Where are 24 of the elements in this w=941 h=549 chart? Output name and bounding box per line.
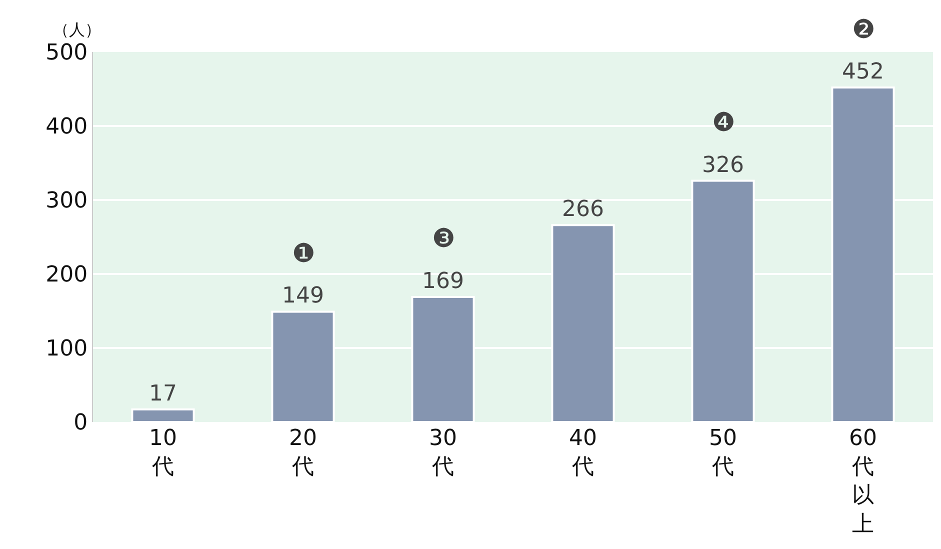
annotation: ❷: [852, 15, 876, 45]
data-label: 452: [842, 60, 884, 85]
y-tick-label: 0: [74, 410, 88, 436]
x-tick-label: 20代: [289, 426, 317, 480]
annotation: ❹: [712, 108, 736, 138]
y-tick-label: 100: [46, 336, 88, 362]
data-label: 169: [422, 268, 464, 294]
data-label: 149: [282, 284, 324, 309]
x-tick-label: 40代: [569, 426, 597, 480]
y-tick-label: 200: [46, 262, 88, 288]
y-tick-label: 500: [46, 40, 88, 66]
x-tick-label: 60代以上: [849, 426, 877, 537]
y-tick-label: 400: [46, 114, 88, 140]
data-label: 266: [562, 197, 604, 222]
y-axis-title: （人）: [53, 20, 101, 39]
annotation: ❶: [292, 239, 316, 269]
data-label: 17: [149, 381, 177, 406]
bar: [131, 408, 195, 422]
data-label: 326: [702, 152, 744, 178]
y-tick-label: 300: [46, 188, 88, 214]
x-tick-label: 50代: [709, 426, 737, 480]
annotation: ❸: [432, 224, 456, 254]
x-tick-label: 30代: [429, 426, 457, 480]
x-tick-label: 10代: [149, 426, 177, 480]
